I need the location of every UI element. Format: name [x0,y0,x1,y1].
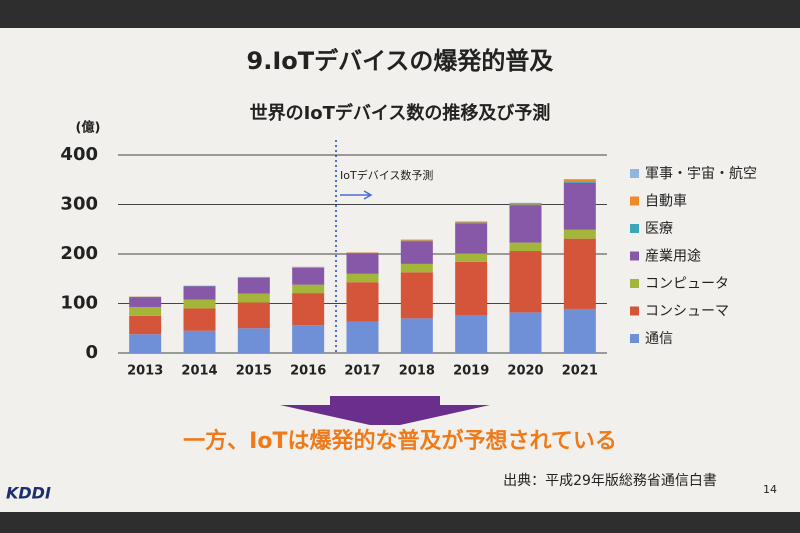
legend-swatch [630,251,639,261]
bar-segment [455,222,488,224]
legend-label: コンシューマ [645,304,729,320]
bar-segment [563,182,596,230]
bar-segment [455,315,488,353]
bar-segment [455,223,488,254]
annotation: IoTデバイス数予測 [340,168,433,182]
legend-swatch [630,196,639,206]
bar-segment [237,302,270,329]
bar-segment [129,315,162,335]
bar-segment [292,284,325,294]
annotation-arrow [340,190,373,200]
x-tick-label: 2018 [399,364,435,379]
bar-segment [455,261,488,316]
bar-segment [400,239,433,241]
down-arrow-stem [330,396,440,406]
bar-segment [346,321,379,353]
bar-segment [509,312,542,353]
legend-swatch [630,334,639,343]
bar-segment [563,179,596,182]
bar-segment [563,238,596,309]
page-number: 14 [763,483,777,496]
legend-label: 通信 [645,331,673,347]
legend-label: コンピュータ [645,276,729,292]
legend-swatch [630,224,639,233]
chart-title: 世界のIoTデバイス数の推移及び予測 [250,102,551,124]
bar-segment [509,205,542,243]
bar-segment [237,277,270,294]
bar-segment [129,334,162,353]
legend-swatch [630,306,639,316]
x-tick-label: 2021 [562,364,598,379]
bar-segment [400,241,433,264]
legend-label: 医療 [645,220,673,237]
bar-segment [455,253,488,262]
down-arrow [280,405,490,425]
bar-segment [563,229,596,239]
bar-segment [183,299,216,309]
bar-segment [237,293,270,303]
bar-segment [346,253,379,274]
y-tick-label: 200 [60,243,98,264]
slide [0,28,800,512]
x-tick-label: 2013 [127,364,163,379]
x-tick-label: 2017 [344,364,380,379]
bar-segment [455,221,488,223]
bar-segment [400,318,433,353]
x-tick-label: 2014 [181,364,217,379]
y-tick-label: 100 [60,293,98,314]
bar-segment [292,267,325,285]
bar-segment [183,308,216,331]
bar-segment [346,273,379,283]
bar-segment [292,325,325,353]
x-tick-label: 2015 [236,364,272,379]
bar-segment [509,203,542,205]
y-tick-label: 300 [60,194,98,215]
bar-segment [509,242,542,252]
y-unit: (億) [76,120,101,136]
bar-segment [183,330,216,353]
bar-segment [400,272,433,319]
bar-segment [237,328,270,353]
bar-segment [509,251,542,313]
bar-segment [129,297,162,307]
logo: KDDI [6,484,51,503]
bar-segment [563,308,596,353]
message: 一方、IoTは爆発的な普及が予想されている [183,428,617,454]
bar-segment [400,263,433,273]
bar-segment [292,293,325,326]
bar-segment [509,204,542,206]
legend-swatch [630,169,639,178]
legend-swatch [630,279,639,288]
x-tick-label: 2020 [507,364,543,379]
bar-segment [563,181,596,183]
bar-segment [346,282,379,322]
x-tick-label: 2016 [290,364,326,379]
legend-label: 自動車 [645,193,687,210]
source: 出典：平成29年版総務省通信白書 [503,473,717,489]
bar-segment [183,286,216,300]
x-tick-label: 2019 [453,364,489,379]
legend-label: 軍事・宇宙・航空 [645,166,757,182]
y-tick-label: 0 [85,342,98,363]
bar-segment [129,306,162,316]
legend-label: 産業用途 [645,248,701,265]
slide-title: 9.IoTデバイスの爆発的普及 [247,47,554,75]
y-tick-label: 400 [60,144,98,165]
